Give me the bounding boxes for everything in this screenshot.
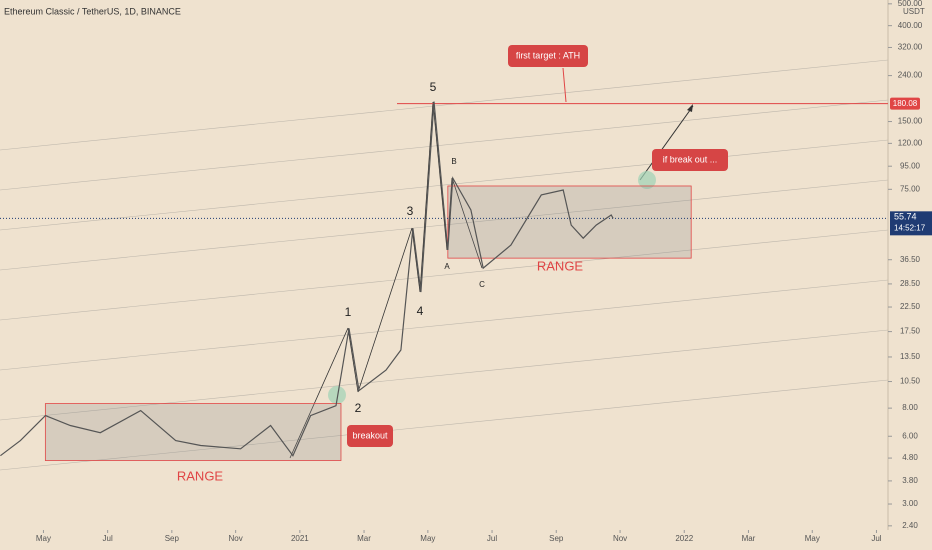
range-label: RANGE xyxy=(537,258,584,273)
range-box xyxy=(44,403,342,461)
arrow-head xyxy=(687,104,693,112)
y-tick-label: 240.00 xyxy=(898,71,923,80)
y-tick-label: 2.40 xyxy=(902,521,918,530)
y-tick-label: 120.00 xyxy=(898,138,923,147)
callout-box xyxy=(508,45,588,67)
y-tick-label: 150.00 xyxy=(898,117,923,126)
wave-lines xyxy=(289,327,349,459)
wave-label: 5 xyxy=(430,80,437,94)
callout-box xyxy=(652,149,728,171)
x-tick-label: 2022 xyxy=(675,534,693,543)
price-tag xyxy=(890,211,932,236)
x-tick-label: Jul xyxy=(103,534,113,543)
range-box xyxy=(447,185,692,259)
x-tick-label: Nov xyxy=(229,534,243,543)
callout-text: if break out ... xyxy=(663,154,718,164)
last-price: 55.74 xyxy=(894,212,917,222)
x-tick-label: 2021 xyxy=(291,534,309,543)
x-tick-label: Jul xyxy=(487,534,497,543)
y-tick-label: 75.00 xyxy=(900,184,921,193)
range-label: RANGE xyxy=(177,468,224,483)
wave-label: C xyxy=(479,280,485,289)
x-tick-label: Mar xyxy=(357,534,371,543)
y-tick-label: 28.50 xyxy=(900,279,921,288)
y-tick-label: 4.80 xyxy=(902,453,918,462)
target-label: 180.08 xyxy=(893,99,918,108)
x-tick-label: Jul xyxy=(871,534,881,543)
wave-label: 3 xyxy=(407,204,414,218)
wave-lines xyxy=(347,101,434,393)
x-tick-label: Sep xyxy=(165,534,180,543)
wave-label: 4 xyxy=(417,304,424,318)
chart-title: Ethereum Classic / TetherUS, 1D, BINANCE xyxy=(4,6,181,16)
currency: USDT xyxy=(903,7,925,16)
x-tick-label: May xyxy=(36,534,51,543)
callout-box xyxy=(347,425,393,447)
callout-text: first target : ATH xyxy=(516,50,580,60)
x-tick-label: Sep xyxy=(549,534,564,543)
y-tick-label: 3.00 xyxy=(902,499,918,508)
y-tick-label: 17.50 xyxy=(900,327,921,336)
price-line xyxy=(0,101,614,457)
x-tick-label: Mar xyxy=(742,534,756,543)
y-tick-label: 8.00 xyxy=(902,403,918,412)
y-tick-label: 320.00 xyxy=(898,43,923,52)
y-tick-label: 13.50 xyxy=(900,352,921,361)
y-tick-label: 400.00 xyxy=(898,21,923,30)
y-tick-label: 3.80 xyxy=(902,476,918,485)
y-tick-label: 95.00 xyxy=(900,161,921,170)
projection-arrow xyxy=(639,105,694,181)
y-tick-label: 36.50 xyxy=(900,255,921,264)
wave-lines xyxy=(432,101,483,269)
callout-text: breakout xyxy=(352,430,388,440)
y-tick-label: 500.00 xyxy=(898,0,923,8)
trend-lines xyxy=(0,59,889,471)
y-tick-label: 22.50 xyxy=(900,302,921,311)
countdown: 14:52:17 xyxy=(894,223,926,232)
x-tick-label: May xyxy=(420,534,435,543)
wave-label: B xyxy=(451,157,456,166)
y-tick-label: 10.50 xyxy=(900,377,921,386)
x-tick-label: May xyxy=(805,534,820,543)
wave-label: 2 xyxy=(355,401,362,415)
wave-label: 1 xyxy=(345,305,352,319)
highlight xyxy=(638,171,656,189)
callout-pointer xyxy=(562,67,567,103)
highlight xyxy=(328,386,346,404)
wave-label: A xyxy=(444,262,450,271)
x-tick-label: Nov xyxy=(613,534,627,543)
y-tick-label: 6.00 xyxy=(902,431,918,440)
target-tag xyxy=(890,97,920,110)
